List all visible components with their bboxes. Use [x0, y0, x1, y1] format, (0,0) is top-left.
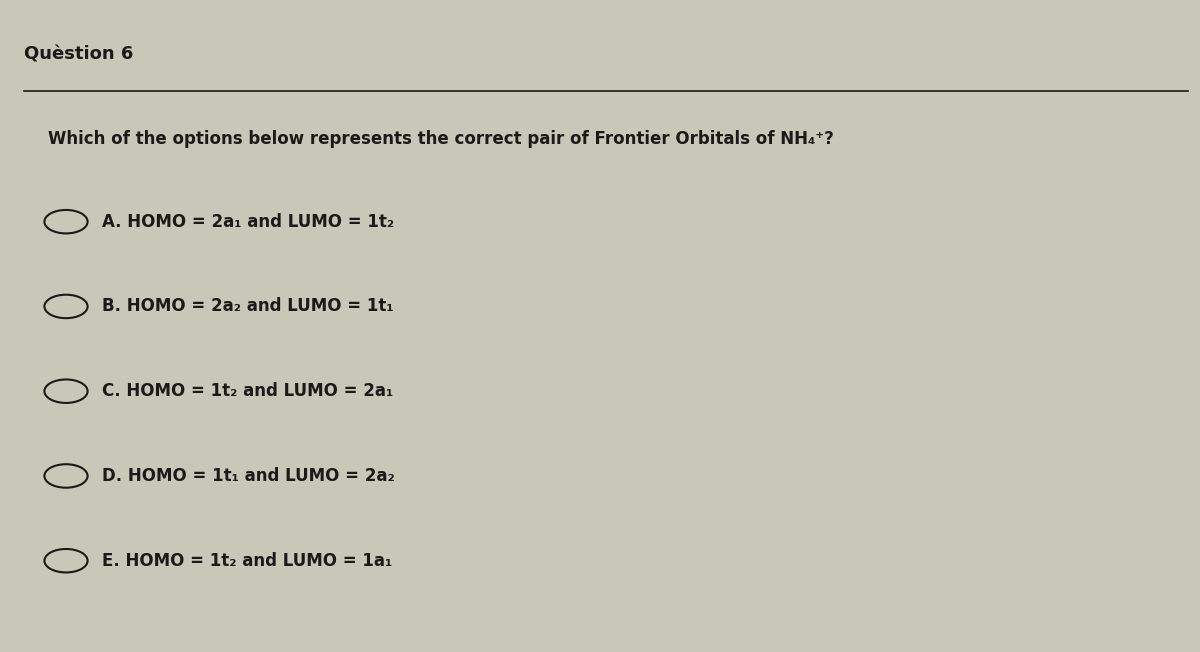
Text: C. HOMO = 1t₂ and LUMO = 2a₁: C. HOMO = 1t₂ and LUMO = 2a₁	[102, 382, 394, 400]
Text: A. HOMO = 2a₁ and LUMO = 1t₂: A. HOMO = 2a₁ and LUMO = 1t₂	[102, 213, 394, 231]
Text: E. HOMO = 1t₂ and LUMO = 1a₁: E. HOMO = 1t₂ and LUMO = 1a₁	[102, 552, 392, 570]
Text: B. HOMO = 2a₂ and LUMO = 1t₁: B. HOMO = 2a₂ and LUMO = 1t₁	[102, 297, 394, 316]
Text: Quèstion 6: Quèstion 6	[24, 46, 133, 64]
Text: Which of the options below represents the correct pair of Frontier Orbitals of N: Which of the options below represents th…	[48, 130, 834, 149]
Text: D. HOMO = 1t₁ and LUMO = 2a₂: D. HOMO = 1t₁ and LUMO = 2a₂	[102, 467, 395, 485]
